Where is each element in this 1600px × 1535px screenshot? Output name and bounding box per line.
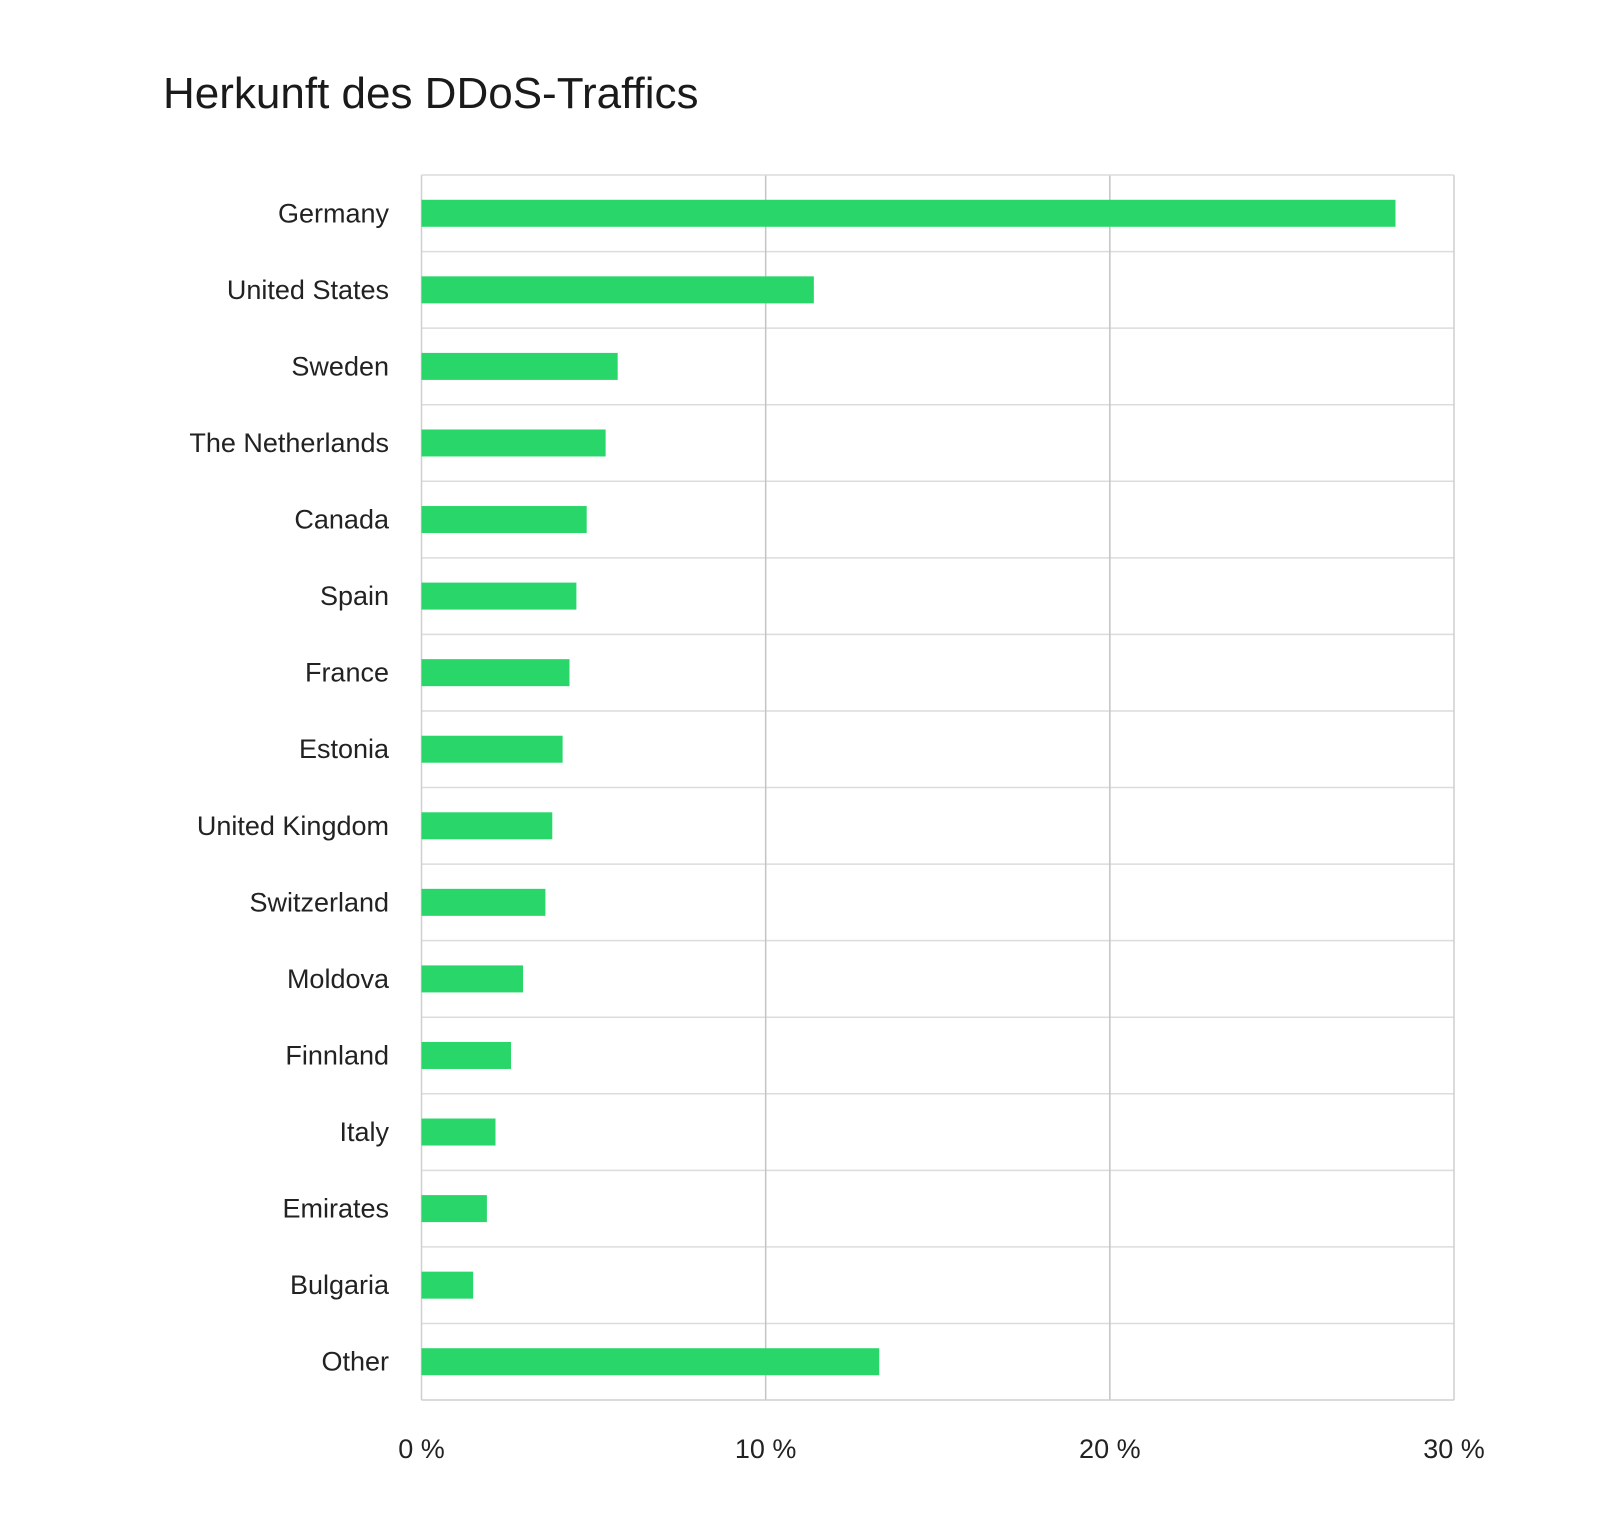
- bar-moldova: [421, 965, 524, 993]
- bar-united-kingdom: [421, 812, 553, 840]
- bar-the-netherlands: [421, 429, 606, 457]
- category-label: United States: [227, 275, 389, 305]
- category-label: Moldova: [287, 964, 390, 994]
- x-tick-label: 0 %: [398, 1434, 445, 1464]
- bar-canada: [421, 506, 587, 534]
- bar-switzerland: [421, 888, 546, 916]
- category-label: Canada: [294, 505, 390, 535]
- bar-united-states: [421, 276, 814, 304]
- category-label: Estonia: [299, 734, 390, 764]
- category-label: Finnland: [285, 1040, 389, 1070]
- bar-italy: [421, 1118, 496, 1146]
- category-label: Spain: [320, 581, 389, 611]
- bar-bulgaria: [421, 1271, 474, 1299]
- category-label: United Kingdom: [197, 811, 389, 841]
- category-label: Sweden: [291, 351, 389, 381]
- bar-estonia: [421, 735, 563, 763]
- x-tick-label: 20 %: [1079, 1434, 1141, 1464]
- category-label: Switzerland: [249, 887, 389, 917]
- bar-finnland: [421, 1041, 511, 1069]
- chart-title: Herkunft des DDoS-Traffics: [163, 69, 699, 118]
- category-label: Italy: [339, 1117, 389, 1147]
- category-label: Germany: [278, 198, 390, 228]
- category-label: Bulgaria: [290, 1270, 390, 1300]
- bar-other: [421, 1348, 880, 1376]
- category-label: Other: [321, 1347, 389, 1377]
- bar-germany: [421, 199, 1396, 227]
- category-label: France: [305, 658, 389, 688]
- bar-sweden: [421, 352, 618, 380]
- category-label: The Netherlands: [189, 428, 389, 458]
- x-tick-label: 30 %: [1423, 1434, 1485, 1464]
- x-tick-label: 10 %: [735, 1434, 797, 1464]
- bar-spain: [421, 582, 577, 610]
- bar-france: [421, 659, 570, 687]
- bar-emirates: [421, 1195, 487, 1223]
- category-label: Emirates: [282, 1194, 389, 1224]
